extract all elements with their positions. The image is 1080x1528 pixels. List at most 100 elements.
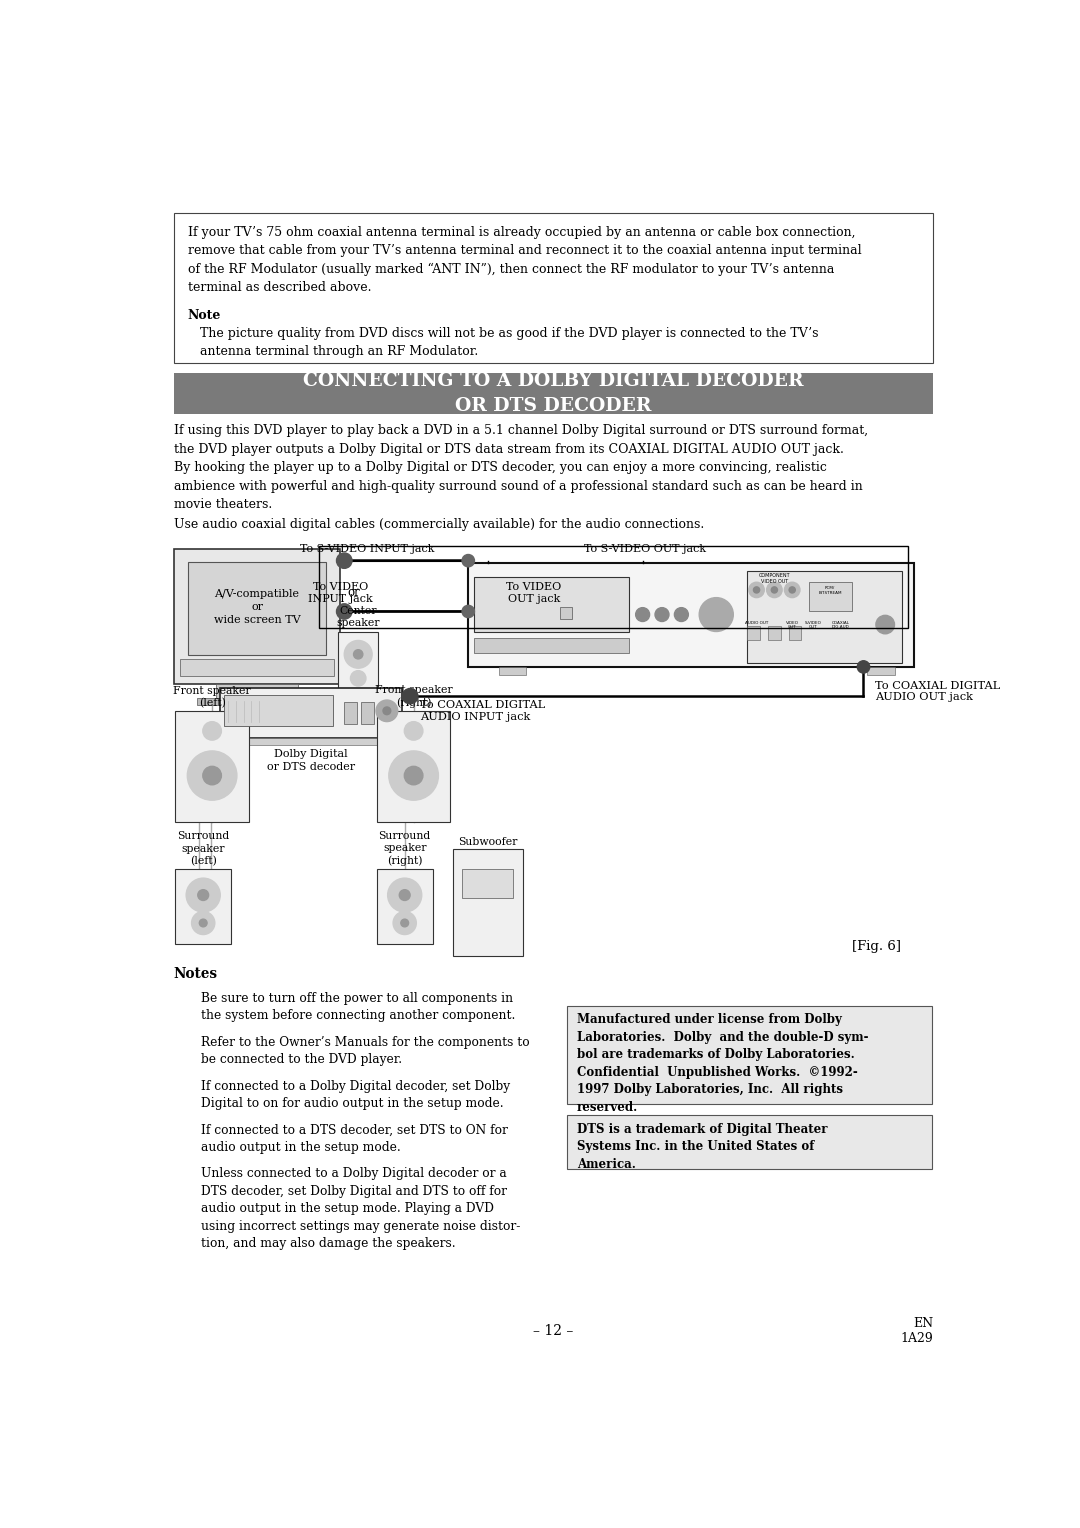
- Text: or: or: [347, 587, 360, 599]
- Circle shape: [462, 555, 474, 567]
- Circle shape: [403, 689, 418, 704]
- Bar: [188, 562, 326, 654]
- Text: [Fig. 6]: [Fig. 6]: [852, 940, 901, 953]
- Text: If using this DVD player to play back a DVD in a 5.1 channel Dolby Digital surro: If using this DVD player to play back a …: [174, 425, 868, 512]
- Circle shape: [674, 608, 688, 622]
- Text: To COAXIAL DIGITAL
AUDIO OUT jack: To COAXIAL DIGITAL AUDIO OUT jack: [875, 681, 1000, 703]
- Circle shape: [389, 750, 438, 801]
- Circle shape: [784, 582, 800, 597]
- Bar: [180, 659, 334, 677]
- Circle shape: [876, 616, 894, 634]
- Circle shape: [337, 553, 352, 568]
- Circle shape: [767, 582, 782, 597]
- Text: To S-VIDEO OUT jack: To S-VIDEO OUT jack: [584, 544, 706, 555]
- Text: Center
speaker: Center speaker: [337, 607, 380, 628]
- Bar: [225, 695, 333, 726]
- Circle shape: [748, 582, 765, 597]
- Bar: [499, 666, 526, 675]
- Circle shape: [754, 587, 759, 593]
- Bar: [747, 626, 759, 640]
- Circle shape: [383, 707, 391, 715]
- Bar: [768, 626, 781, 640]
- Text: Unless connected to a Dolby Digital decoder or a
DTS decoder, set Dolby Digital : Unless connected to a Dolby Digital deco…: [201, 1167, 521, 1250]
- Bar: [559, 607, 572, 619]
- Text: PCM/
BITSTREAM: PCM/ BITSTREAM: [819, 587, 842, 594]
- Circle shape: [462, 605, 474, 617]
- Bar: [867, 666, 894, 675]
- Bar: [377, 868, 433, 944]
- Circle shape: [203, 767, 221, 785]
- Circle shape: [191, 911, 215, 935]
- Bar: [747, 570, 902, 663]
- Text: Dolby Digital
or DTS decoder: Dolby Digital or DTS decoder: [267, 749, 355, 772]
- Text: AUDIO OUT: AUDIO OUT: [745, 620, 768, 625]
- Circle shape: [656, 608, 669, 622]
- Bar: [174, 549, 340, 685]
- Text: COAXIAL
DIG.AUD: COAXIAL DIG.AUD: [832, 620, 849, 630]
- Text: Manufactured under license from Dolby
Laboratories.  Dolby  and the double-D sym: Manufactured under license from Dolby La…: [577, 1013, 868, 1114]
- Text: If connected to a DTS decoder, set DTS to ON for
audio output in the setup mode.: If connected to a DTS decoder, set DTS t…: [201, 1123, 508, 1154]
- Circle shape: [203, 721, 221, 740]
- Circle shape: [400, 889, 410, 900]
- Text: VIDEO
OUT: VIDEO OUT: [786, 620, 799, 630]
- Bar: [469, 562, 914, 666]
- Bar: [462, 868, 513, 898]
- Text: CONNECTING TO A DOLBY DIGITAL DECODER
OR DTS DECODER: CONNECTING TO A DOLBY DIGITAL DECODER OR…: [303, 373, 804, 416]
- Bar: [220, 688, 403, 738]
- Circle shape: [393, 911, 416, 935]
- Circle shape: [187, 750, 237, 801]
- Circle shape: [401, 920, 408, 927]
- Bar: [474, 578, 630, 633]
- Text: EN
1A29: EN 1A29: [901, 1317, 933, 1345]
- Text: Note: Note: [188, 309, 221, 322]
- Text: To S-VIDEO INPUT jack: To S-VIDEO INPUT jack: [300, 544, 435, 555]
- Text: Surround
speaker
(right): Surround speaker (right): [379, 831, 431, 866]
- Circle shape: [376, 700, 397, 721]
- Text: – 12 –: – 12 –: [534, 1323, 573, 1337]
- Bar: [567, 1115, 932, 1169]
- Text: DTS is a trademark of Digital Theater
Systems Inc. in the United States of
Ameri: DTS is a trademark of Digital Theater Sy…: [577, 1123, 827, 1170]
- Bar: [338, 631, 378, 692]
- Bar: [453, 850, 523, 955]
- Text: A/V-compatible
or
wide screen TV: A/V-compatible or wide screen TV: [214, 590, 300, 625]
- Circle shape: [353, 649, 363, 659]
- Text: To COAXIAL DIGITAL
AUDIO INPUT jack: To COAXIAL DIGITAL AUDIO INPUT jack: [420, 700, 545, 721]
- Circle shape: [858, 660, 869, 672]
- Bar: [567, 1005, 932, 1105]
- Text: Front speaker
(left): Front speaker (left): [173, 686, 251, 709]
- Circle shape: [345, 640, 373, 668]
- Circle shape: [771, 587, 778, 593]
- Text: Surround
speaker
(left): Surround speaker (left): [177, 831, 229, 866]
- Text: If connected to a Dolby Digital decoder, set Dolby
Digital to on for audio outpu: If connected to a Dolby Digital decoder,…: [201, 1080, 510, 1111]
- Text: To VIDEO
INPUT jack: To VIDEO INPUT jack: [308, 582, 373, 604]
- Bar: [377, 711, 450, 822]
- Circle shape: [350, 671, 366, 686]
- Text: Subwoofer: Subwoofer: [458, 837, 517, 847]
- Bar: [174, 212, 933, 362]
- Text: The picture quality from DVD discs will not be as good if the DVD player is conn: The picture quality from DVD discs will …: [188, 327, 819, 358]
- Text: Use audio coaxial digital cables (commercially available) for the audio connecti: Use audio coaxial digital cables (commer…: [174, 518, 704, 530]
- Bar: [320, 545, 908, 628]
- Circle shape: [789, 587, 795, 593]
- Circle shape: [186, 879, 220, 912]
- Circle shape: [200, 920, 207, 927]
- Text: COMPONENT
VIDEO OUT: COMPONENT VIDEO OUT: [758, 573, 791, 584]
- Text: Refer to the Owner’s Manuals for the components to
be connected to the DVD playe: Refer to the Owner’s Manuals for the com…: [201, 1036, 529, 1067]
- Text: To VIDEO
OUT jack: To VIDEO OUT jack: [507, 582, 562, 604]
- Bar: [789, 626, 801, 640]
- Circle shape: [404, 767, 423, 785]
- Bar: [362, 703, 375, 724]
- Text: S-VIDEO
OUT: S-VIDEO OUT: [805, 620, 822, 630]
- Circle shape: [198, 889, 208, 900]
- Circle shape: [404, 721, 423, 740]
- Bar: [225, 738, 399, 746]
- Bar: [175, 868, 231, 944]
- Bar: [216, 685, 298, 698]
- Text: Be sure to turn off the power to all components in
the system before connecting : Be sure to turn off the power to all com…: [201, 992, 515, 1022]
- Bar: [197, 698, 318, 706]
- Circle shape: [636, 608, 649, 622]
- Bar: [174, 373, 933, 414]
- Bar: [345, 703, 357, 724]
- Text: Front speaker
(right): Front speaker (right): [375, 686, 453, 709]
- Text: If your TV’s 75 ohm coaxial antenna terminal is already occupied by an antenna o: If your TV’s 75 ohm coaxial antenna term…: [188, 226, 862, 293]
